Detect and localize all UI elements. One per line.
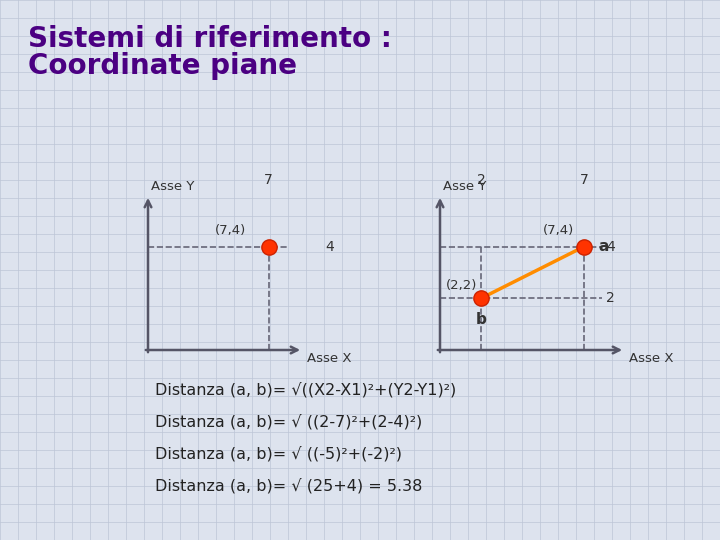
Text: b: b — [476, 312, 487, 327]
Text: Coordinate piane: Coordinate piane — [28, 52, 297, 80]
Text: (2,2): (2,2) — [446, 279, 477, 292]
Text: Sistemi di riferimento :: Sistemi di riferimento : — [28, 25, 392, 53]
Text: (7,4): (7,4) — [543, 224, 574, 237]
Text: Distanza (a, b)= √ ((-5)²+(-2)²): Distanza (a, b)= √ ((-5)²+(-2)²) — [155, 446, 402, 462]
Text: Distanza (a, b)= √ ((2-7)²+(2-4)²): Distanza (a, b)= √ ((2-7)²+(2-4)²) — [155, 414, 422, 429]
Text: 2: 2 — [606, 292, 615, 305]
Text: 7: 7 — [580, 173, 588, 187]
Text: Asse Y: Asse Y — [151, 180, 194, 193]
Text: Asse X: Asse X — [629, 352, 673, 365]
Text: 4: 4 — [606, 240, 615, 254]
Text: 4: 4 — [325, 240, 334, 254]
Text: Asse Y: Asse Y — [443, 180, 487, 193]
Text: Distanza (a, b)= √ (25+4) = 5.38: Distanza (a, b)= √ (25+4) = 5.38 — [155, 478, 423, 494]
Text: a: a — [598, 239, 608, 254]
Text: Asse X: Asse X — [307, 352, 351, 365]
Text: 2: 2 — [477, 173, 485, 187]
Text: Distanza (a, b)= √((X2-X1)²+(Y2-Y1)²): Distanza (a, b)= √((X2-X1)²+(Y2-Y1)²) — [155, 382, 456, 397]
Text: (7,4): (7,4) — [215, 224, 246, 237]
Text: 7: 7 — [264, 173, 273, 187]
